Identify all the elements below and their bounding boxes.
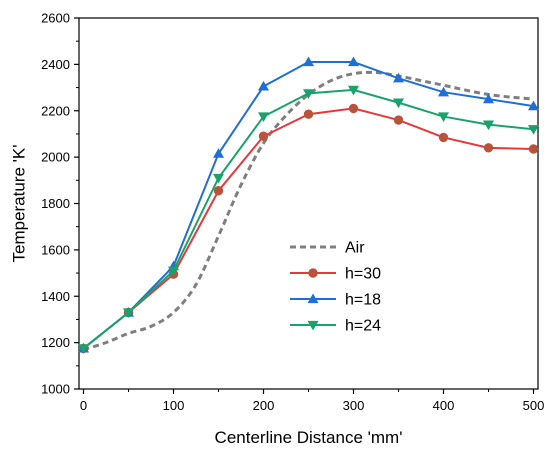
series-layer bbox=[78, 56, 539, 354]
legend-item: h=24 bbox=[290, 318, 381, 335]
data-point bbox=[303, 89, 314, 99]
data-point bbox=[258, 80, 269, 91]
series-line bbox=[83, 70, 534, 352]
series-line bbox=[82, 88, 534, 350]
legend-marker bbox=[308, 268, 318, 278]
data-point bbox=[348, 103, 359, 114]
x-axis-title: Centerline Distance 'mm' bbox=[215, 428, 403, 447]
data-point bbox=[348, 56, 359, 67]
x-tick-label: 200 bbox=[253, 398, 275, 413]
legend-item: h=30 bbox=[290, 266, 381, 283]
data-point bbox=[438, 132, 449, 143]
plot-border bbox=[78, 17, 539, 390]
y-tick-label: 2600 bbox=[41, 11, 70, 26]
data-point bbox=[393, 115, 404, 125]
legend-label: Air bbox=[345, 240, 365, 257]
data-point bbox=[168, 266, 179, 277]
data-point bbox=[528, 125, 539, 135]
x-tick-label: 500 bbox=[523, 398, 545, 413]
data-point bbox=[438, 112, 449, 123]
data-point bbox=[213, 173, 224, 184]
data-point bbox=[78, 344, 89, 354]
series-h-18 bbox=[78, 56, 539, 353]
y-tick-label: 2200 bbox=[41, 103, 70, 118]
x-axis-ticks: 0 100 200 300 400 500 bbox=[80, 389, 544, 413]
data-point bbox=[303, 56, 314, 67]
series-line bbox=[82, 61, 534, 350]
legend-marker bbox=[307, 320, 319, 331]
y-tick-label: 1000 bbox=[41, 382, 70, 397]
data-point bbox=[213, 148, 224, 158]
legend-label: h=24 bbox=[345, 318, 381, 335]
series-line bbox=[82, 107, 534, 350]
x-tick-label: 400 bbox=[433, 398, 455, 413]
data-point bbox=[438, 86, 449, 97]
legend-item: Air bbox=[290, 240, 365, 257]
y-tick-label: 2000 bbox=[41, 150, 70, 165]
y-tick-label: 1400 bbox=[41, 289, 70, 304]
y-axis-ticks: 1000 1200 1400 1600 1800 2000 2200 2400 2600 bbox=[41, 11, 79, 397]
data-point bbox=[483, 143, 494, 153]
data-point bbox=[123, 308, 134, 318]
data-point bbox=[393, 98, 404, 109]
y-tick-label: 1600 bbox=[41, 242, 70, 257]
data-point bbox=[393, 72, 404, 83]
x-tick-label: 100 bbox=[163, 398, 185, 413]
y-tick-label: 2400 bbox=[41, 57, 70, 72]
legend-label: h=18 bbox=[345, 292, 381, 309]
data-point bbox=[348, 85, 359, 96]
series-air bbox=[83, 70, 534, 352]
data-point bbox=[213, 186, 224, 196]
data-point bbox=[258, 131, 269, 141]
y-tick-label: 1200 bbox=[41, 335, 70, 350]
data-point bbox=[528, 144, 539, 154]
x-tick-label: 0 bbox=[80, 398, 87, 413]
series-h-24 bbox=[78, 85, 539, 354]
legend-item: h=18 bbox=[290, 292, 381, 309]
data-point bbox=[528, 100, 539, 111]
data-point bbox=[483, 120, 494, 131]
legend-marker bbox=[307, 293, 319, 304]
legend-label: h=30 bbox=[345, 266, 381, 283]
series-h-30 bbox=[78, 103, 539, 354]
data-point bbox=[303, 109, 314, 119]
x-tick-label: 300 bbox=[343, 398, 365, 413]
y-axis-title: Temperature 'K' bbox=[9, 145, 28, 263]
y-tick-label: 1800 bbox=[41, 196, 70, 211]
plot-frame bbox=[78, 17, 539, 390]
legend: Air h=30 h=18 h=24 bbox=[290, 240, 381, 335]
data-point bbox=[483, 93, 494, 104]
data-point bbox=[258, 112, 269, 123]
